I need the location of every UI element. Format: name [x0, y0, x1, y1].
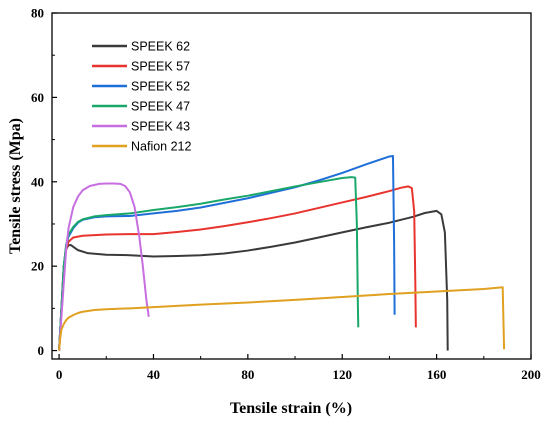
- series-line-nafion-212: [58, 286, 506, 351]
- x-tick-label: 40: [147, 367, 160, 382]
- y-axis-title: Tensile stress (Mpa): [7, 118, 24, 254]
- series-line-speek-57: [58, 185, 417, 351]
- series-lines: [58, 155, 506, 351]
- legend-label: SPEEK 47: [131, 100, 190, 114]
- y-tick-label: 60: [31, 90, 44, 105]
- legend: SPEEK 62 SPEEK 57 SPEEK 52 SPEEK 47 SPEEK 43…: [92, 40, 192, 154]
- x-tick-label: 160: [427, 367, 447, 382]
- y-tick-label: 40: [31, 174, 44, 189]
- x-axis-title: Tensile strain (%): [230, 400, 352, 417]
- legend-item-speek-47: SPEEK 47: [92, 100, 190, 114]
- series-line-speek-62: [58, 209, 449, 351]
- legend-item-speek-52: SPEEK 52: [92, 80, 190, 94]
- y-tick-label: 0: [38, 343, 45, 358]
- y-tick-label: 80: [31, 6, 44, 21]
- x-tick-label: 120: [332, 367, 352, 382]
- legend-label: SPEEK 57: [131, 60, 190, 74]
- y-tick-labels: 0 20 40 60 80: [31, 6, 44, 359]
- legend-label: Nafion 212: [131, 140, 192, 154]
- legend-item-speek-57: SPEEK 57: [92, 60, 190, 74]
- legend-label: SPEEK 43: [131, 120, 190, 134]
- x-tick-label: 200: [521, 367, 541, 382]
- series-line-speek-47: [58, 176, 360, 351]
- axis-ticks: [52, 12, 532, 359]
- x-tick-label: 0: [56, 367, 63, 382]
- series-line-speek-43: [58, 182, 150, 351]
- x-tick-label: 80: [241, 367, 254, 382]
- x-tick-labels: 0 40 80 120 160 200: [56, 367, 541, 382]
- plot-frame: [51, 12, 532, 360]
- legend-item-nafion-212: Nafion 212: [92, 140, 192, 154]
- legend-item-speek-62: SPEEK 62: [92, 40, 190, 54]
- legend-label: SPEEK 52: [131, 80, 190, 94]
- legend-item-speek-43: SPEEK 43: [92, 120, 190, 134]
- y-tick-label: 20: [31, 259, 44, 274]
- legend-label: SPEEK 62: [131, 40, 190, 54]
